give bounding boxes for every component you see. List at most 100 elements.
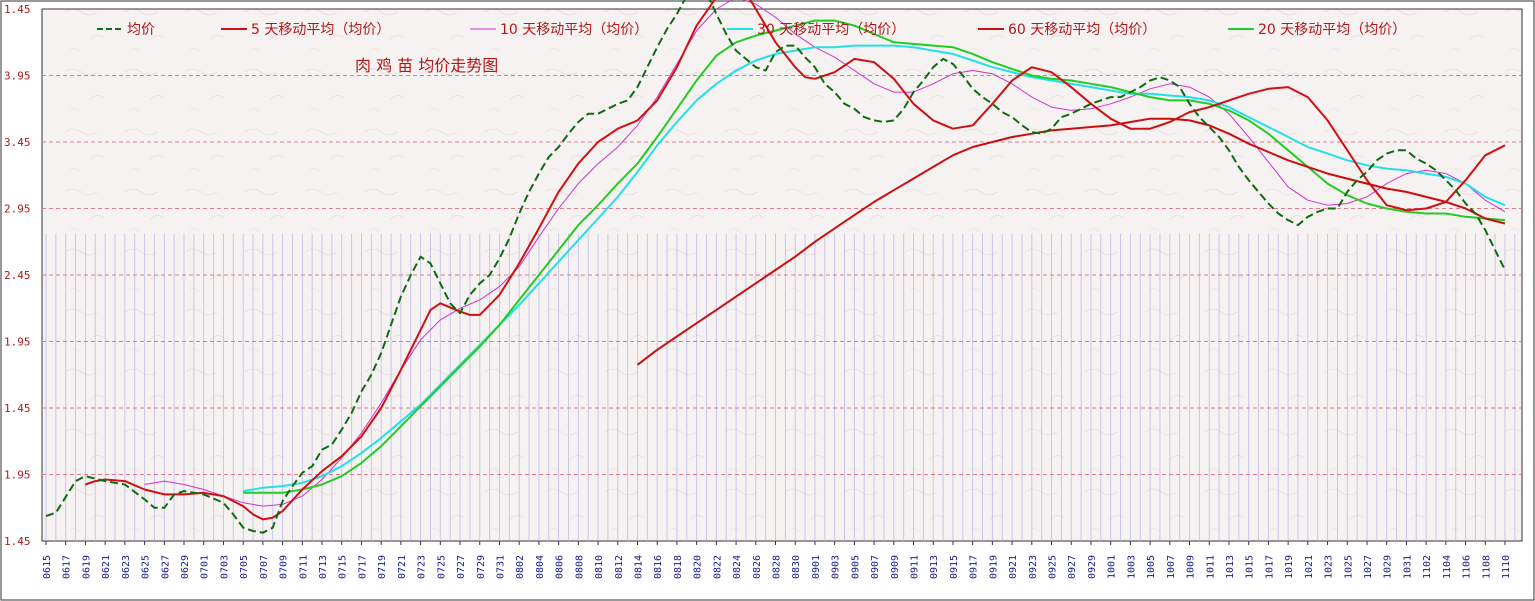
x-tick-label: 0822 — [712, 555, 723, 579]
x-tick-label: 0701 — [200, 555, 211, 579]
x-tick-label: 0814 — [633, 555, 644, 579]
x-tick-label: 1011 — [1205, 555, 1216, 579]
y-tick-label: 1.95 — [4, 336, 31, 349]
x-tick-label: 0927 — [1067, 555, 1078, 579]
x-tick-label: 0826 — [752, 555, 763, 579]
x-tick-label: 0623 — [121, 555, 132, 579]
x-tick-label: 1005 — [1146, 555, 1157, 579]
x-tick-label: 0905 — [850, 555, 861, 579]
series-line-ma5 — [85, 0, 1506, 521]
x-tick-label: 0925 — [1048, 555, 1059, 579]
y-tick-label: 3.95 — [4, 70, 31, 83]
grid-lines — [42, 75, 1522, 475]
x-tick-label: 1102 — [1422, 555, 1433, 579]
x-tick-label: 1017 — [1264, 555, 1275, 579]
x-tick-label: 0715 — [338, 555, 349, 579]
legend-label-ma5: 5 天移动平均（均价） — [251, 22, 390, 38]
x-tick-label: 0717 — [357, 555, 368, 579]
x-tick-label: 1104 — [1442, 555, 1453, 579]
x-tick-label: 0719 — [377, 555, 388, 579]
x-tick-label: 0915 — [949, 555, 960, 579]
x-tick-label: 0709 — [279, 555, 290, 579]
x-tick-label: 0816 — [653, 555, 664, 579]
y-tick-label: 1.45 — [4, 3, 31, 16]
x-tick-label: 1108 — [1481, 555, 1492, 579]
x-tick-label: 0621 — [101, 555, 112, 579]
x-tick-label: 1013 — [1225, 555, 1236, 579]
x-tick-label: 0617 — [62, 555, 73, 579]
x-tick-label: 0923 — [1028, 555, 1039, 579]
x-tick-label: 0731 — [495, 555, 506, 579]
x-tick-label: 0711 — [298, 555, 309, 579]
x-tick-label: 0721 — [397, 555, 408, 579]
x-tick-label: 0713 — [318, 555, 329, 579]
x-tick-label: 0627 — [160, 555, 171, 579]
series-lines — [45, 0, 1506, 534]
y-axis: 1.45 1.95 1.45 1.95 2.45 2.95 3.45 3.95 1.45 — [4, 3, 31, 548]
x-tick-label: 1003 — [1126, 555, 1137, 579]
chart-title: 肉 鸡 苗 均价走势图 — [355, 56, 498, 75]
x-tick-label: 0812 — [614, 555, 625, 579]
x-tick-label: 0830 — [791, 555, 802, 579]
x-tick-label: 1009 — [1186, 555, 1197, 579]
x-tick-label: 1106 — [1462, 555, 1473, 579]
x-tick-label: 1007 — [1166, 555, 1177, 579]
x-tick-label: 0913 — [929, 555, 940, 579]
y-tick-label: 2.95 — [4, 203, 31, 216]
x-tick-label: 0725 — [436, 555, 447, 579]
x-tick-label: 0727 — [456, 555, 467, 579]
x-tick-label: 0919 — [988, 555, 999, 579]
x-tick-label: 0705 — [239, 555, 250, 579]
x-tick-label: 1023 — [1324, 555, 1335, 579]
x-tick-label: 0901 — [811, 555, 822, 579]
x-tick-label: 1015 — [1245, 555, 1256, 579]
x-tick-label: 1027 — [1363, 555, 1374, 579]
legend-label-avg: 均价 — [127, 22, 155, 38]
x-tick-label: 0707 — [259, 555, 270, 579]
y-tick-label: 1.45 — [4, 535, 31, 548]
series-line-ma30 — [243, 44, 1506, 493]
y-tick-label: 2.45 — [4, 269, 31, 282]
series-line-ma60 — [636, 117, 1506, 366]
x-tick-label: 1021 — [1304, 555, 1315, 579]
x-tick-label: 0808 — [574, 555, 585, 579]
series-line-ma10 — [144, 0, 1506, 507]
x-tick-label: 0615 — [42, 555, 53, 579]
series-line-avg — [45, 0, 1506, 534]
x-tick-label: 0828 — [772, 555, 783, 579]
legend-label-ma20: 20 天移动平均（均价） — [1258, 22, 1406, 38]
x-tick-label: 0729 — [476, 555, 487, 579]
x-tick-label: 0917 — [969, 555, 980, 579]
x-tick-label: 0907 — [870, 555, 881, 579]
legend: 均价 5 天移动平均（均价） 10 天移动平均（均价） 30 天移动平均（均价） 60 … — [97, 22, 1406, 38]
x-tick-label: 1031 — [1402, 555, 1413, 579]
x-tick-label: 0818 — [673, 555, 684, 579]
x-tick-label: 0723 — [417, 555, 428, 579]
legend-label-ma10: 10 天移动平均（均价） — [500, 22, 648, 38]
x-tick-label: 1025 — [1343, 555, 1354, 579]
x-tick-label: 0629 — [180, 555, 191, 579]
x-tick-label: 0806 — [555, 555, 566, 579]
y-tick-label: 1.95 — [4, 469, 31, 482]
x-tick-label: 0911 — [910, 555, 921, 579]
series-line-ma20 — [243, 19, 1506, 494]
x-tick-label: 0824 — [732, 555, 743, 579]
x-tick-label: 0909 — [890, 555, 901, 579]
x-tick-label: 0804 — [535, 555, 546, 579]
legend-label-ma30: 30 天移动平均（均价） — [757, 22, 905, 38]
x-tick-label: 1019 — [1284, 555, 1295, 579]
x-tick-label: 0921 — [1008, 555, 1019, 579]
x-tick-label: 0929 — [1087, 555, 1098, 579]
x-tick-label: 1029 — [1383, 555, 1394, 579]
x-tick-label: 1001 — [1107, 555, 1118, 579]
volume-bars — [45, 233, 1516, 541]
legend-label-ma60: 60 天移动平均（均价） — [1008, 22, 1156, 38]
x-tick-label: 0802 — [515, 555, 526, 579]
x-tick-label: 0820 — [693, 555, 704, 579]
x-axis: 0615 0617 0619 0621 0623 0625 0627 0629 0701 0703… — [42, 541, 1512, 579]
x-tick-label: 0703 — [219, 555, 230, 579]
y-tick-label: 3.45 — [4, 136, 31, 149]
plot-area — [41, 8, 1523, 542]
